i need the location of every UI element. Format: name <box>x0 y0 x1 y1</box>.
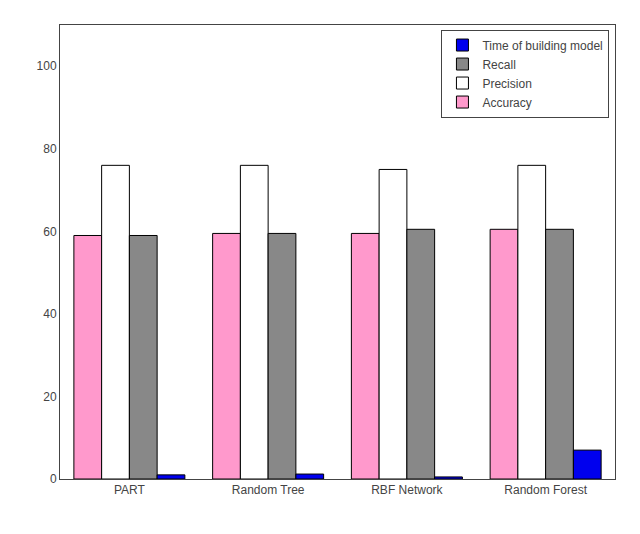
svg-text:Time of building model: Time of building model <box>482 39 602 53</box>
svg-text:Random Forest: Random Forest <box>504 483 587 497</box>
svg-text:40: 40 <box>43 307 57 321</box>
svg-text:100: 100 <box>37 59 57 73</box>
svg-text:Recall: Recall <box>482 58 515 72</box>
svg-text:RBF Network: RBF Network <box>371 483 443 497</box>
svg-text:0: 0 <box>50 472 57 486</box>
svg-text:Accuracy: Accuracy <box>482 96 531 110</box>
svg-text:80: 80 <box>43 142 57 156</box>
svg-text:60: 60 <box>43 225 57 239</box>
svg-text:Random Tree: Random Tree <box>232 483 305 497</box>
svg-text:PART: PART <box>114 483 146 497</box>
svg-text:20: 20 <box>43 390 57 404</box>
svg-text:Precision: Precision <box>482 77 531 91</box>
